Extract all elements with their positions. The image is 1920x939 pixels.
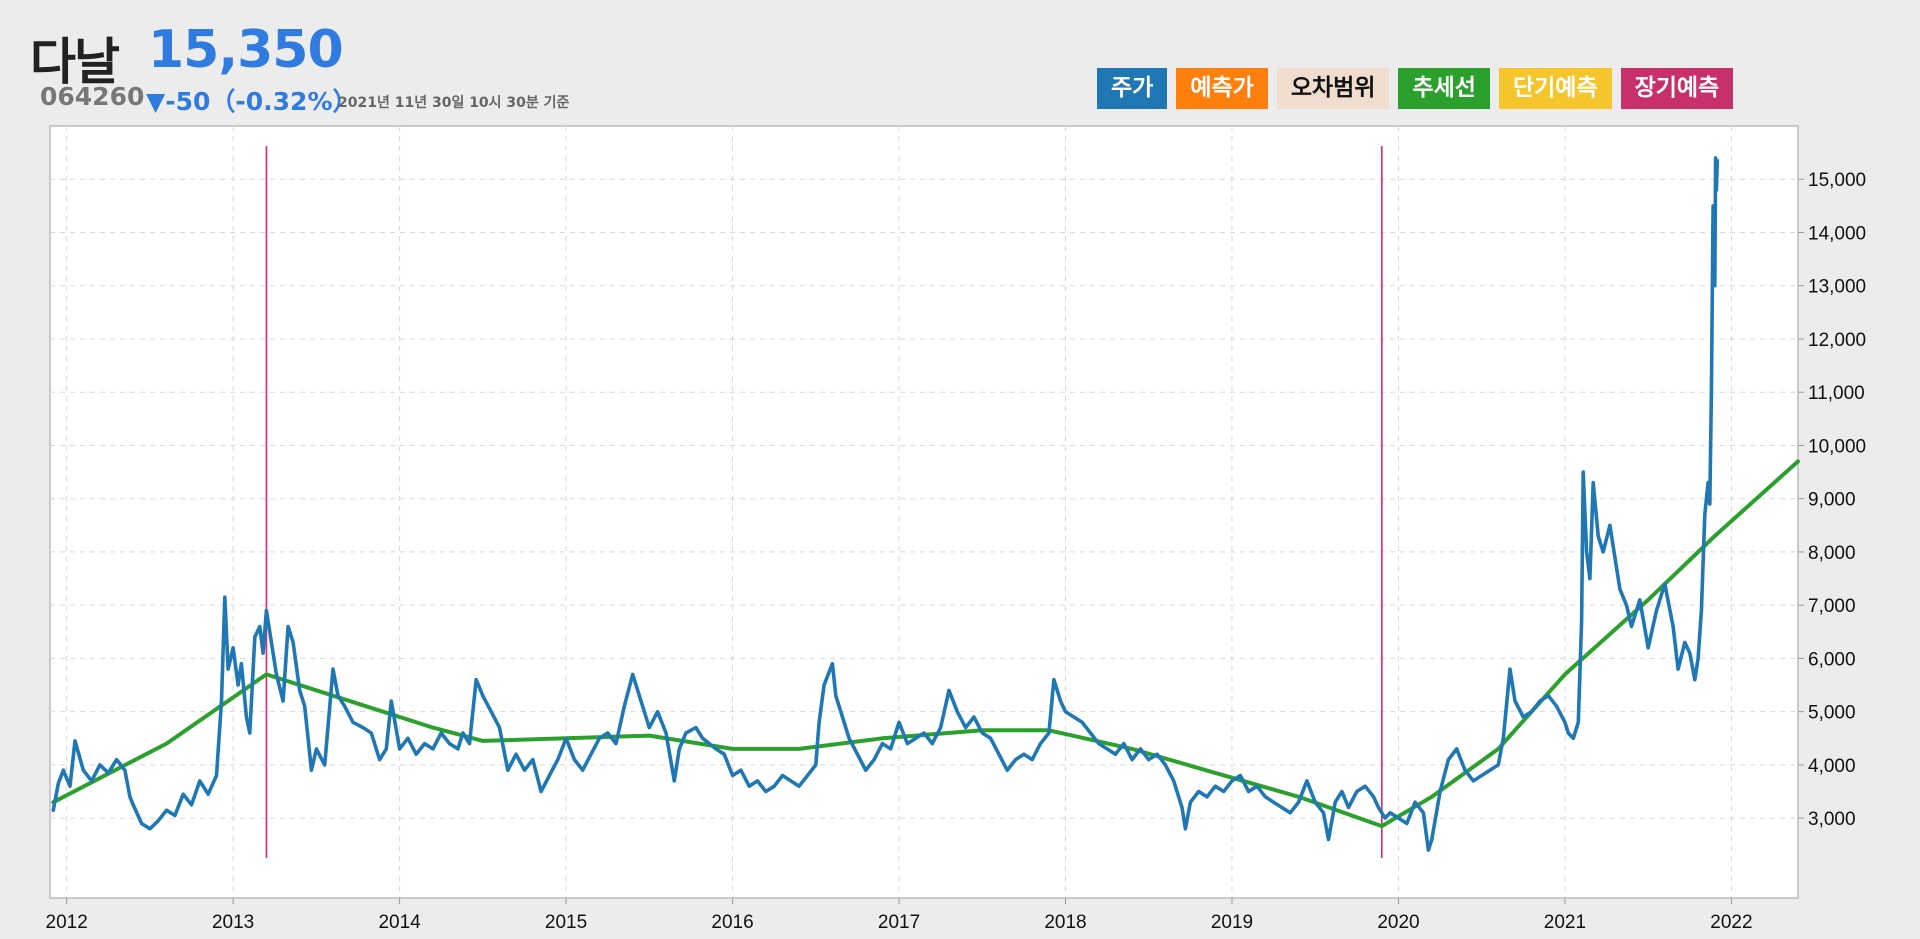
x-tick-label: 2019 [1211, 912, 1253, 933]
series-group [51, 156, 1800, 852]
legend-predicted-price[interactable]: 예측가 [1176, 68, 1268, 109]
x-tick-label: 2015 [545, 912, 587, 933]
stock-code: 064260 [40, 82, 145, 111]
y-tick-label: 6,000 [1808, 649, 1856, 670]
price-change: ▼-50（-0.32%） [146, 87, 358, 116]
y-axis-ticks: 3,000 4,000 5,000 6,000 7,000 8,000 9,000 10,00… [1798, 170, 1866, 830]
x-tick-label: 2013 [212, 912, 254, 933]
timestamp: 2021년 11년 30일 10시 30분 기준 [338, 95, 570, 111]
y-tick-label: 8,000 [1808, 543, 1856, 564]
y-tick-label: 13,000 [1808, 277, 1866, 298]
x-tick-label: 2012 [46, 912, 88, 933]
y-tick-label: 9,000 [1808, 490, 1856, 511]
x-tick-label: 2021 [1544, 912, 1586, 933]
grid [50, 126, 1798, 898]
stock-price-line [51, 156, 1720, 852]
plot-area [49, 125, 1799, 899]
y-tick-label: 10,000 [1808, 436, 1866, 457]
vertical-markers [265, 146, 1383, 858]
legend-long-term-forecast[interactable]: 장기예측 [1620, 68, 1734, 109]
x-tick-label: 2014 [378, 912, 421, 933]
y-tick-label: 11,000 [1808, 383, 1865, 404]
legend: 주가 예측가 오차범위 추세선 단기예측 장기예측 [1097, 68, 1742, 109]
legend-error-range[interactable]: 오차범위 [1276, 68, 1390, 109]
x-tick-label: 2018 [1044, 912, 1086, 933]
y-tick-label: 4,000 [1808, 756, 1856, 777]
y-tick-label: 3,000 [1808, 809, 1856, 830]
y-tick-label: 5,000 [1808, 703, 1856, 724]
x-tick-label: 2020 [1377, 912, 1419, 933]
y-tick-label: 7,000 [1808, 596, 1856, 617]
current-price: 15,350 [148, 20, 344, 80]
y-tick-label: 14,000 [1808, 223, 1866, 244]
legend-stock-price[interactable]: 주가 [1097, 68, 1168, 109]
stock-name: 다날 [30, 33, 120, 91]
legend-trend-line[interactable]: 추세선 [1398, 68, 1490, 109]
y-tick-label: 12,000 [1808, 330, 1866, 351]
x-tick-label: 2017 [878, 912, 920, 933]
y-tick-label: 15,000 [1808, 170, 1866, 191]
legend-short-term-forecast[interactable]: 단기예측 [1498, 68, 1612, 109]
x-tick-label: 2016 [711, 912, 753, 933]
x-tick-label: 2022 [1710, 912, 1752, 933]
header: 다날 15,350 064260 ▼-50（-0.32%） 2021년 11년 … [0, 0, 1920, 125]
x-axis-ticks: 2012 2013 2014 2015 2016 2017 2018 2019 2020 2021… [46, 898, 1753, 933]
